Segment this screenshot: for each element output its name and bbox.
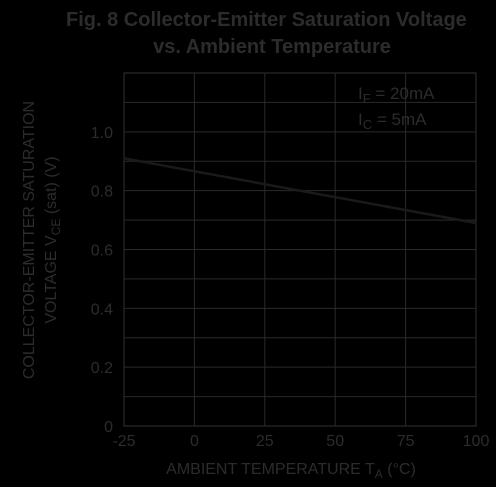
x-tick-label: 100	[463, 433, 490, 450]
condition-ic: IC = 5mA	[358, 110, 427, 132]
y-axis-label-line-2: VOLTAGE VCE (sat) (V)	[43, 156, 63, 323]
y-tick-label: 0.4	[91, 301, 113, 318]
chart-title-line-1: Fig. 8 Collector-Emitter Saturation Volt…	[66, 9, 467, 31]
chart-title-line-2: vs. Ambient Temperature	[153, 36, 391, 58]
y-tick-label: 0.2	[91, 360, 113, 377]
x-axis-label: AMBIENT TEMPERATURE TA (°C)	[166, 461, 416, 481]
x-tick-label: 25	[256, 433, 274, 450]
x-tick-label: 75	[397, 433, 415, 450]
y-tick-label: 0.6	[91, 243, 113, 260]
y-tick-label: 1.0	[91, 125, 113, 142]
y-tick-label: 0	[104, 419, 113, 436]
x-tick-label: 0	[190, 433, 199, 450]
y-tick-label: 0.8	[91, 184, 113, 201]
x-tick-label: -25	[112, 433, 135, 450]
y-axis-label-line-1: COLLECTOR-EMITTER SATURATION	[21, 101, 38, 379]
x-tick-label: 50	[326, 433, 344, 450]
condition-if: IF = 20mA	[358, 84, 435, 106]
